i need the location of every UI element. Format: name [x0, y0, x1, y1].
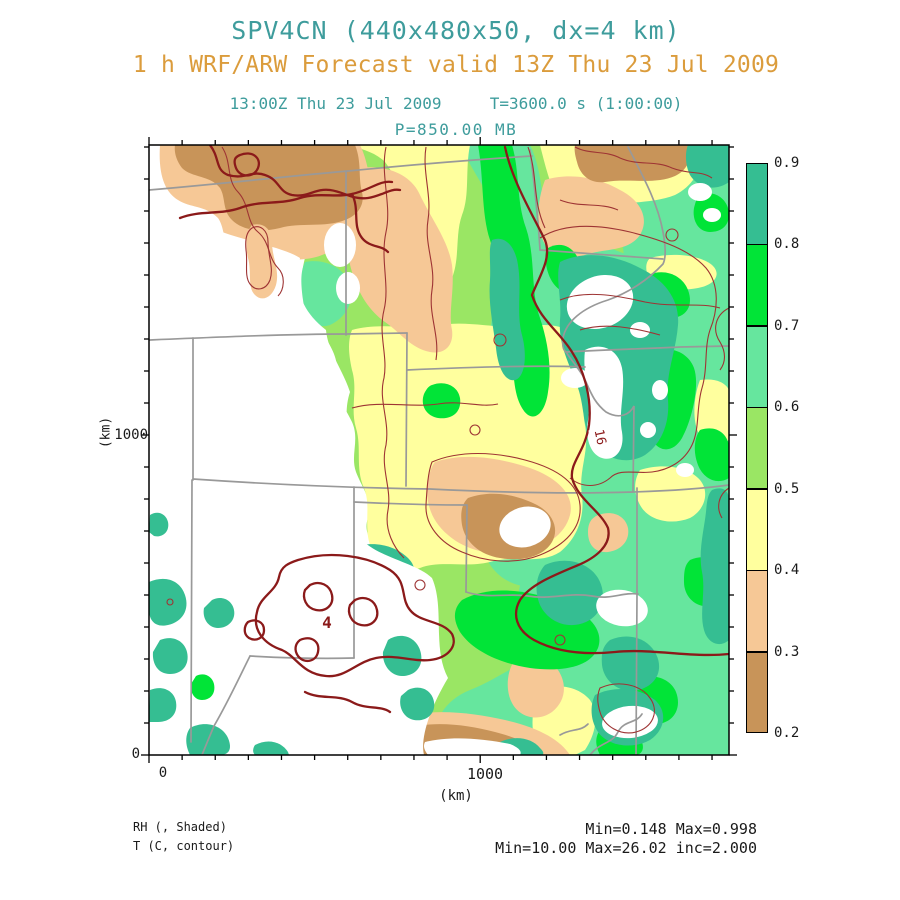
y-axis-unit-label: (km) [98, 416, 114, 449]
page-subtitle: 1 h WRF/ARW Forecast valid 13Z Thu 23 Ju… [132, 52, 780, 78]
below-range-white-region [149, 196, 448, 755]
temperature-contours-thick [178, 145, 729, 714]
x-axis-unit-label: (km) [439, 788, 473, 804]
colorbar-label: 0.6 [774, 399, 800, 415]
page-title: SPV4CN (440x480x50, dx=4 km) [231, 16, 681, 45]
colorbar-label: 0.9 [774, 155, 800, 171]
contour-field-stats: Min=10.00 Max=26.02 inc=2.000 [495, 839, 757, 857]
colorbar-segment [746, 163, 768, 245]
contour-labels: 4 16 [319, 426, 612, 632]
contour-label-16: 16 [591, 428, 609, 446]
colorbar-segment [746, 570, 768, 652]
forecast-map: 4 16 [141, 137, 737, 763]
state-borders [149, 146, 729, 755]
colorbar-label: 0.2 [774, 725, 800, 741]
x-axis-tick-1000: 1000 [466, 765, 504, 783]
y-axis-tick-0: 0 [131, 746, 140, 762]
y-axis-tick-1000: 1000 [114, 427, 148, 443]
colorbar-segment [746, 489, 768, 571]
axis-tick-marks [141, 137, 737, 763]
colorbar-label: 0.3 [774, 644, 800, 660]
colorbar-label: 0.5 [774, 481, 800, 497]
contour-label-4: 4 [322, 613, 332, 632]
map-frame [148, 144, 730, 756]
colorbar-segment [746, 652, 768, 733]
valid-time-line: 13:00Z Thu 23 Jul 2009 T=3600.0 s (1:00:… [229, 94, 683, 113]
colorbar-segment [746, 407, 768, 489]
contour-field-legend: T (C, contour) [133, 839, 235, 853]
temperature-contours-thin [166, 146, 729, 734]
shaded-field-stats: Min=0.148 Max=0.998 [585, 820, 757, 838]
pressure-level-line: P=850.00 MB [394, 120, 518, 139]
shaded-field-legend: RH (, Shaded) [133, 820, 227, 834]
colorbar-label: 0.4 [774, 562, 800, 578]
colorbar-segment [746, 244, 768, 326]
x-axis-tick-0: 0 [158, 765, 168, 781]
colorbar-segment [746, 326, 768, 408]
colorbar-label: 0.8 [774, 236, 800, 252]
colorbar-label: 0.7 [774, 318, 800, 334]
